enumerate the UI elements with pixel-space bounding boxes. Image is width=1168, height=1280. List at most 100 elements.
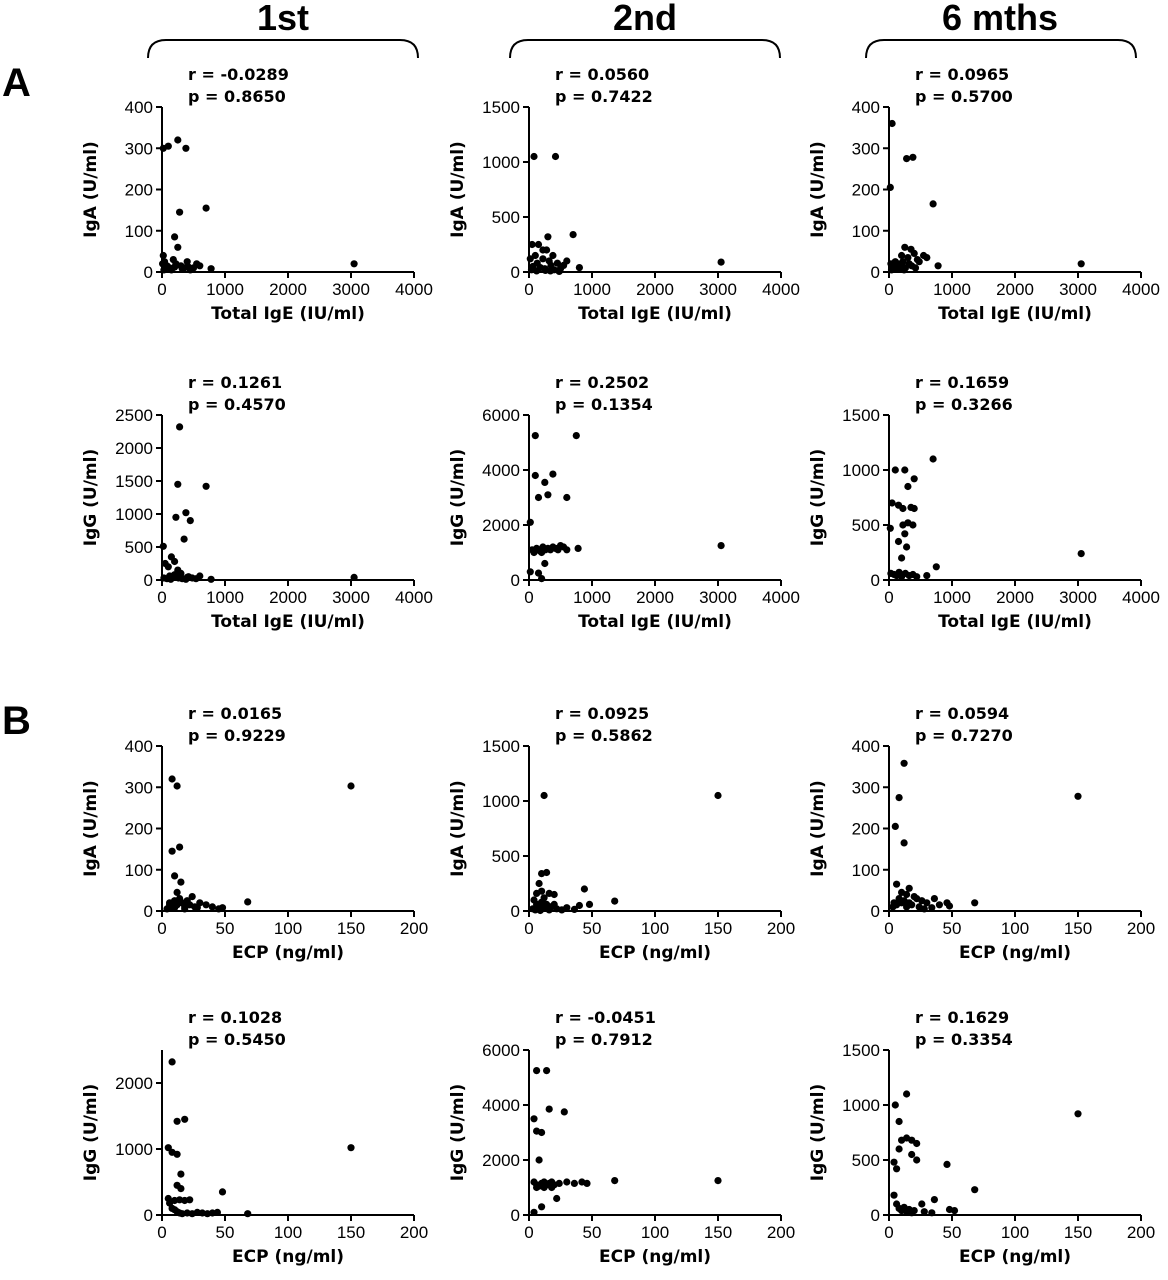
plot-12-data-point: [895, 1145, 903, 1153]
plot-8-xtick-label: 50: [583, 919, 602, 938]
plot-7-ytick-label: 100: [125, 861, 153, 880]
plot-2-x-axis-label: Total IgE (IU/ml): [578, 304, 732, 324]
plot-7-r-value: r = 0.0165: [188, 704, 282, 723]
plot-9-data-point: [893, 880, 901, 888]
plot-8-xtick-label: 200: [767, 919, 795, 938]
plot-4-ytick-label: 1500: [115, 472, 153, 491]
plot-6-data-point: [910, 504, 918, 513]
plot-6-data-point: [932, 563, 940, 571]
plot-7-ytick-label: 300: [125, 778, 153, 797]
plot-10-data-point: [173, 1150, 181, 1158]
plot-5-data-point: [526, 568, 534, 576]
plot-11-xtick-label: 150: [704, 1223, 732, 1242]
plot-1-ytick-label: 100: [125, 222, 153, 241]
plot-6-xtick-label: 4000: [1122, 588, 1160, 607]
plot-3-xtick-label: 0: [884, 280, 893, 299]
plot-5-data-point: [531, 471, 539, 480]
plot-8-ytick-label: 0: [511, 902, 520, 921]
plot-1-data-point: [182, 144, 190, 152]
plot-6-xtick-label: 1000: [933, 588, 971, 607]
plot-7-data-point: [218, 904, 227, 912]
plot-3-ytick-label: 400: [852, 98, 880, 117]
plot-12-data-point: [908, 1150, 916, 1159]
plot-2-data-point: [569, 231, 577, 239]
plot-4-data-point: [350, 573, 358, 582]
plot-11-axes: [528, 1050, 781, 1216]
plot-2-data-point: [534, 240, 543, 249]
plot-12-data-point: [910, 1207, 918, 1215]
plot-7-data-point: [168, 847, 176, 855]
plot-12-xtick-label: 150: [1064, 1223, 1092, 1242]
plot-11-ytick-label: 6000: [482, 1041, 520, 1060]
plot-6-xtick-label: 2000: [996, 588, 1034, 607]
plot-11-data-point: [538, 1128, 546, 1137]
plot-10-p-value: p = 0.5450: [188, 1030, 286, 1049]
plot-8-data-point: [563, 904, 571, 912]
plot-11-data-point: [563, 1178, 571, 1186]
plot-6-ytick-label: 500: [852, 516, 880, 535]
plot-12-x-axis-label: ECP (ng/ml): [959, 1247, 1071, 1267]
plot-12-ytick-label: 500: [852, 1151, 880, 1170]
plot-9-data-point: [889, 903, 897, 911]
plot-3-data-point: [901, 243, 909, 251]
plot-4-axes: [161, 415, 414, 581]
plot-5: 0 2000 4000 6000 0 1000 2000 3000 4000 Total IgE …: [448, 373, 800, 632]
plot-8-data-point: [580, 885, 589, 893]
plot-8-data-point: [540, 894, 548, 902]
plot-5-data-point: [530, 548, 538, 557]
plot-4-xtick-label: 2000: [269, 588, 307, 607]
plot-12-data-point: [895, 1117, 903, 1126]
plot-5-x-axis-label: Total IgE (IU/ml): [578, 612, 732, 632]
plot-4-data-point: [183, 573, 191, 582]
plot-5-data-point: [534, 569, 543, 577]
plot-11-data-point: [553, 1194, 561, 1203]
plot-6-y-axis-label: IgG (U/ml): [808, 449, 828, 546]
plot-2-ytick-label: 0: [511, 263, 520, 282]
plot-7-data-point: [171, 904, 179, 912]
panel-letter-a: A: [2, 61, 31, 105]
plot-5-xtick-label: 1000: [573, 588, 611, 607]
plot-12: 0 500 1000 1500 0 50 100 150 200 ECP (ng/ml) IgG (…: [808, 1008, 1155, 1267]
plot-1-data-point: [196, 262, 204, 270]
plot-3-xtick-label: 4000: [1122, 280, 1160, 299]
plot-6-data-point: [923, 572, 931, 580]
column-title-1st: 1st: [257, 0, 309, 38]
plot-8-ytick-label: 1000: [482, 792, 520, 811]
plot-2-data-point: [563, 257, 571, 265]
plot-12-y-axis-label: IgG (U/ml): [808, 1084, 828, 1181]
plot-10-data-point: [168, 1058, 176, 1066]
plot-2-xtick-label: 4000: [762, 280, 800, 299]
column-bracket-1st: [147, 39, 419, 59]
plot-2-data-point: [575, 264, 584, 272]
plot-8-y-axis-label: IgA (U/ml): [448, 780, 468, 877]
plot-6-data-point: [1077, 550, 1085, 558]
plot-6-data-point: [898, 554, 906, 562]
plot-9-xtick-label: 50: [943, 919, 962, 938]
plot-8-data-point: [550, 890, 558, 899]
plot-11-p-value: p = 0.7912: [555, 1030, 653, 1049]
plot-3-data-point: [904, 254, 912, 262]
plot-2-data-point: [553, 259, 562, 267]
plot-2-data-point: [528, 240, 536, 249]
plot-3-ytick-label: 100: [852, 222, 880, 241]
plot-8-data-point: [538, 887, 546, 895]
plot-8: 0 500 1000 1500 0 50 100 150 200 ECP (ng/ml) IgA (…: [448, 704, 795, 963]
plot-11-xtick-label: 0: [524, 1223, 533, 1242]
plot-6-data-point: [891, 466, 899, 474]
plot-3-ytick-label: 300: [852, 139, 880, 158]
plot-4: 0 500 1000 1500 2000 2500 0 1000 2000 3000 4000 Tot…: [81, 373, 433, 632]
plot-2-data-point: [546, 267, 555, 275]
plot-10-data-point: [181, 1115, 189, 1123]
plot-10-data-point: [218, 1188, 227, 1196]
plot-1-data-point: [183, 258, 191, 266]
plot-6-data-point: [901, 466, 909, 474]
plot-11-r-value: r = -0.0451: [555, 1008, 656, 1027]
plot-2-xtick-label: 0: [524, 280, 533, 299]
plot-5-data-point: [534, 493, 543, 502]
column-title-2nd: 2nd: [613, 0, 677, 38]
plot-2-axes: [528, 107, 781, 273]
plot-9-data-point: [900, 759, 908, 767]
